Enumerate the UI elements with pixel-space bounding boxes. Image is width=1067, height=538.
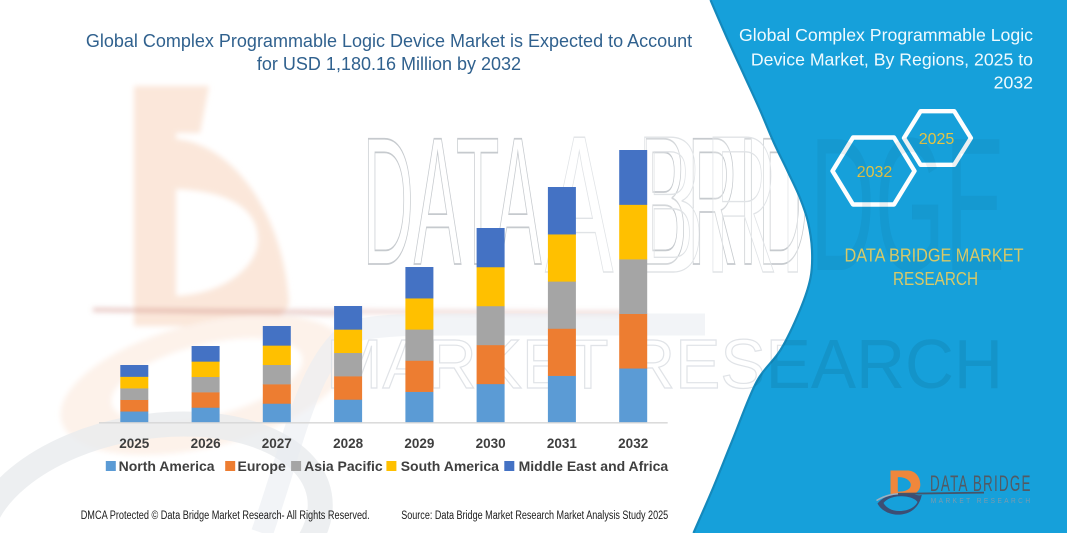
svg-text:2025: 2025 bbox=[119, 436, 150, 451]
svg-text:2032: 2032 bbox=[994, 72, 1033, 92]
svg-text:North America: North America bbox=[119, 458, 215, 474]
svg-text:Asia Pacific: Asia Pacific bbox=[304, 458, 383, 474]
svg-text:RESEARCH: RESEARCH bbox=[893, 269, 978, 289]
svg-text:DATA BRIDGE: DATA BRIDGE bbox=[930, 472, 1032, 496]
svg-text:2029: 2029 bbox=[404, 436, 434, 451]
svg-text:Global Complex Programmable Lo: Global Complex Programmable Logic Device… bbox=[86, 31, 692, 51]
svg-text:Global Complex Programmable Lo: Global Complex Programmable Logic bbox=[739, 25, 1033, 45]
svg-text:2032: 2032 bbox=[857, 164, 893, 181]
svg-text:2030: 2030 bbox=[476, 436, 506, 451]
svg-text:2026: 2026 bbox=[191, 436, 222, 451]
svg-text:Source: Data Bridge Market Res: Source: Data Bridge Market Research Mark… bbox=[401, 510, 668, 522]
svg-text:DATA BRIDGE MARKET: DATA BRIDGE MARKET bbox=[845, 246, 1024, 266]
svg-text:2028: 2028 bbox=[333, 436, 364, 451]
svg-text:2027: 2027 bbox=[262, 436, 292, 451]
svg-text:South America: South America bbox=[401, 458, 499, 474]
svg-text:Middle East and Africa: Middle East and Africa bbox=[519, 458, 669, 474]
svg-text:Device Market, By Regions, 202: Device Market, By Regions, 2025 to bbox=[751, 50, 1033, 70]
svg-text:2032: 2032 bbox=[618, 436, 648, 451]
svg-text:2025: 2025 bbox=[919, 131, 955, 148]
svg-text:Europe: Europe bbox=[238, 458, 286, 474]
svg-text:for USD 1,180.16 Million by 20: for USD 1,180.16 Million by 2032 bbox=[257, 54, 521, 74]
svg-text:DATA: DATA bbox=[363, 99, 542, 303]
svg-text:DGE: DGE bbox=[810, 99, 1005, 311]
svg-text:MARKET RESEARCH: MARKET RESEARCH bbox=[931, 496, 1033, 505]
svg-text:2031: 2031 bbox=[547, 436, 578, 451]
svg-text:A BRI: A BRI bbox=[545, 95, 807, 314]
svg-text:DMCA Protected © Data Bridge M: DMCA Protected © Data Bridge Market Rese… bbox=[81, 510, 370, 522]
